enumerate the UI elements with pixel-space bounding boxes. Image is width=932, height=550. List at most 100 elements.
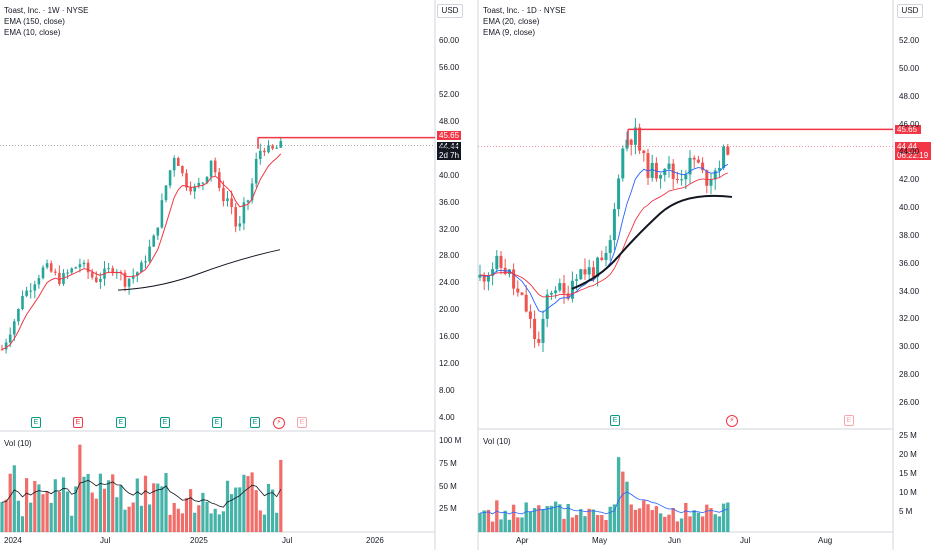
right-candle (612, 209, 616, 241)
left-volume-bar (271, 489, 275, 532)
left-ema-10-line (1, 153, 282, 350)
earnings-event-icon[interactable]: E (73, 417, 83, 428)
right-candle (507, 269, 511, 274)
right-volume-bar (658, 513, 663, 532)
earnings-event-icon[interactable]: E (160, 417, 170, 428)
left-candle (189, 187, 192, 192)
right-volume-bar (654, 506, 659, 532)
left-volume-bar (238, 487, 242, 532)
right-candle (650, 162, 654, 178)
right-price-tick: 38.00 (899, 230, 920, 240)
right-volume-bar (503, 510, 507, 532)
left-volume-bar (275, 512, 279, 532)
left-time-label: Jul (282, 536, 293, 545)
left-volume-bar (82, 476, 86, 532)
right-currency-button[interactable]: USD (897, 4, 923, 18)
right-price-tick: 40.00 (899, 203, 920, 213)
left-price-tick: 56.00 (439, 62, 460, 72)
left-volume-bar (29, 502, 33, 532)
left-volume-bar (37, 484, 41, 532)
dividend-bolt-icon[interactable]: ⚡ (726, 415, 738, 427)
left-volume-tick: 25 M (439, 504, 457, 513)
dividend-bolt-icon[interactable]: ⚡ (273, 417, 285, 429)
right-volume-bar (558, 504, 562, 532)
left-candle (205, 176, 209, 183)
right-candle (541, 318, 545, 343)
right-candle (486, 275, 490, 282)
right-candle (617, 178, 621, 210)
right-volume-label[interactable]: Vol (10) (483, 437, 511, 446)
left-price-tick: 40.00 (439, 170, 460, 180)
left-ema-short-label[interactable]: EMA (10, close) (4, 28, 61, 37)
right-candle (684, 174, 688, 180)
left-volume-bar (8, 473, 12, 532)
left-volume-bar (123, 509, 127, 532)
left-candle (172, 157, 176, 171)
left-volume-bar (168, 514, 172, 532)
right-volume-bar (696, 512, 701, 532)
left-ema-long-label[interactable]: EMA (150, close) (4, 17, 65, 26)
left-volume-label[interactable]: Vol (10) (4, 439, 32, 448)
left-candle (263, 150, 266, 153)
right-volume-bar (566, 504, 570, 532)
right-ema-short-label[interactable]: EMA (9, close) (483, 28, 536, 37)
left-volume-bar (143, 475, 148, 532)
left-price-tick: 16.00 (439, 332, 460, 342)
right-candle (663, 168, 667, 176)
left-volume-bar (246, 476, 250, 532)
left-volume-bar (0, 502, 4, 532)
earnings-event-icon[interactable]: E (116, 417, 126, 428)
right-volume-bar (507, 519, 512, 532)
right-volume-bar (629, 504, 633, 532)
earnings-event-icon[interactable]: E (250, 417, 260, 428)
right-volume-bar (713, 514, 717, 532)
left-candle (66, 272, 69, 274)
right-candle (680, 179, 684, 181)
left-volume-bar (61, 477, 66, 532)
right-volume-tick: 5 M (899, 507, 913, 516)
right-price-tick: 50.00 (899, 63, 920, 73)
left-volume-bar (250, 472, 254, 532)
left-volume-tick: 100 M (439, 436, 462, 445)
left-volume-bar (152, 483, 156, 532)
left-currency-button[interactable]: USD (437, 4, 463, 18)
right-volume-tick: 25 M (899, 431, 917, 440)
earnings-event-icon[interactable]: E (844, 415, 854, 426)
left-volume-bar (230, 494, 234, 532)
left-volume-bar (115, 497, 119, 532)
right-candle (562, 283, 566, 294)
right-time-label: Jul (740, 536, 751, 545)
right-candle (701, 162, 705, 171)
left-price-tick: 48.00 (439, 116, 460, 126)
right-volume-bar (608, 506, 612, 532)
left-volume-bar (197, 505, 201, 532)
right-volume-bar (478, 512, 482, 532)
right-volume-bar (709, 508, 713, 532)
left-price-tick: 8.00 (439, 386, 455, 396)
left-volume-bar (127, 506, 131, 532)
right-price-tick: 48.00 (899, 91, 920, 101)
left-candle (213, 160, 217, 173)
earnings-event-icon[interactable]: E (212, 417, 222, 428)
earnings-event-icon[interactable]: E (610, 415, 620, 426)
left-candle (246, 200, 250, 203)
left-volume-bar (16, 500, 20, 532)
left-chart-title: Toast, Inc. · 1W · NYSE (4, 6, 89, 15)
right-volume-bar (621, 471, 625, 532)
right-candle (520, 292, 524, 295)
earnings-event-icon[interactable]: E (297, 417, 307, 428)
left-volume-bar (74, 486, 78, 532)
right-candle (629, 139, 633, 145)
earnings-event-icon[interactable]: E (31, 417, 41, 428)
right-ema-long-label[interactable]: EMA (20, close) (483, 17, 540, 26)
right-volume-bar (679, 518, 684, 532)
right-last-price-tag: 44.44 (895, 142, 931, 151)
right-time-label: Apr (516, 536, 529, 545)
right-time-label: Jun (668, 536, 681, 545)
left-volume-bar (262, 514, 266, 532)
left-candle (209, 160, 213, 177)
left-volume-tick: 75 M (439, 459, 457, 468)
right-high-price-tag: 45.65 (895, 125, 921, 134)
left-candle (242, 202, 246, 224)
